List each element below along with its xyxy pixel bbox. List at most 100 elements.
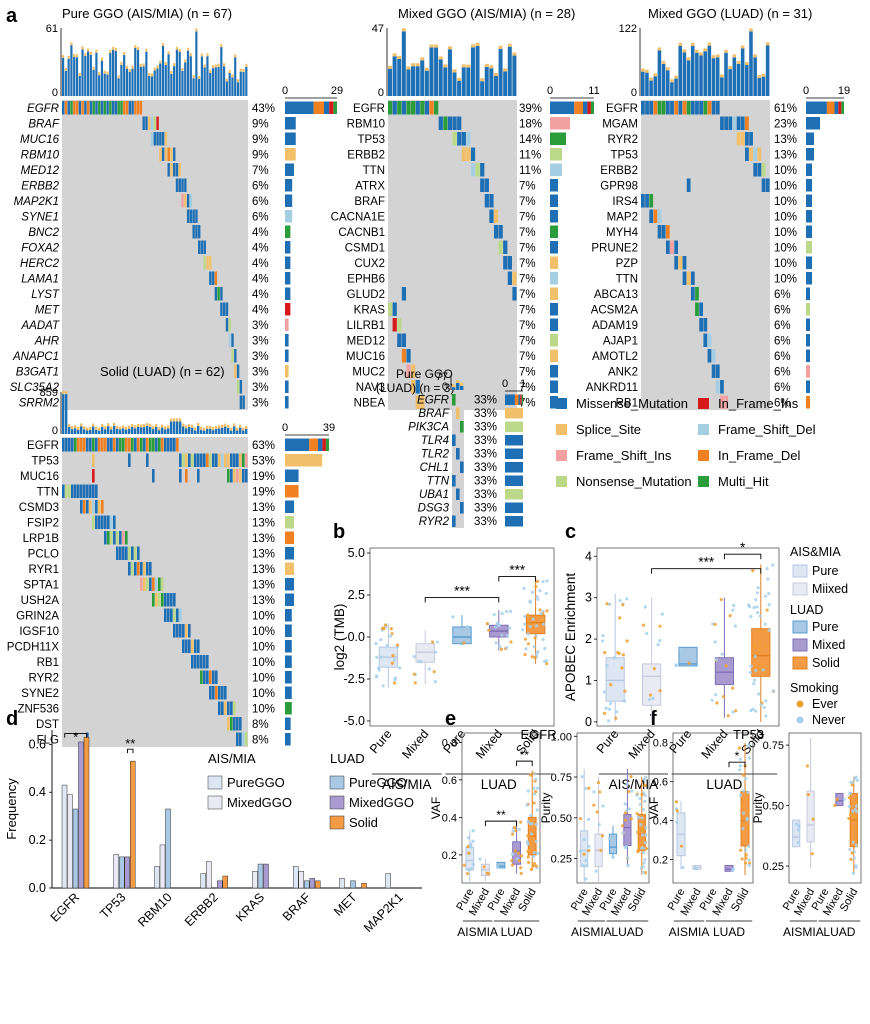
mutation-cell <box>77 484 80 498</box>
tmb-bar <box>720 77 724 96</box>
tmb-bar-top <box>397 55 402 59</box>
data-point <box>658 624 662 628</box>
data-point <box>601 634 605 638</box>
y-axis-label: Purity <box>539 793 553 824</box>
gene-pct: 13% <box>252 518 275 530</box>
mutation-cell <box>155 593 158 607</box>
tmb-bar <box>707 45 712 96</box>
gene-label: NAV3 <box>356 382 385 394</box>
data-point <box>601 804 605 808</box>
tmb-bar <box>161 427 164 434</box>
plot-frame <box>672 732 754 884</box>
gene-label: EPHB6 <box>347 274 385 286</box>
tmb-bar <box>239 71 242 96</box>
count-bar <box>285 365 289 378</box>
data-point <box>584 864 589 868</box>
data-point <box>628 807 632 811</box>
mutation-cell <box>212 670 215 684</box>
mutation-cell <box>182 624 185 638</box>
data-point <box>534 790 538 794</box>
data-point <box>433 680 437 684</box>
gene-pct: 7% <box>519 382 536 394</box>
tmb-bar <box>86 51 90 96</box>
mutation-legend: Missense_Mutation In_Frame_InsSplice_Site… <box>556 396 816 489</box>
tmb-bar <box>188 426 191 434</box>
data-point <box>526 849 530 853</box>
data-point <box>534 624 539 628</box>
tmb-bar-top <box>123 52 126 56</box>
tmb-bar <box>137 426 140 434</box>
sig-label: *** <box>454 584 471 599</box>
mutation-cell <box>736 116 741 130</box>
mutation-cell <box>227 453 230 467</box>
gene-label: BRAF <box>418 408 450 420</box>
data-point <box>519 866 523 870</box>
gene-pct: 6% <box>774 320 791 332</box>
data-point <box>381 626 385 630</box>
tmb-bar-top <box>443 64 448 68</box>
legend-swatch <box>207 795 223 810</box>
mutation-cell <box>236 732 239 746</box>
tmb-bar <box>125 429 128 434</box>
data-point <box>524 647 528 651</box>
tmb-bar-top <box>78 72 81 76</box>
mutation-cell <box>231 333 234 347</box>
tmb-bar-top <box>456 380 460 383</box>
mutation-cell <box>206 655 209 669</box>
vaf-purity-plots: 0.80.60.40.2VAFPureMixedPureMixedSolidAI… <box>429 727 862 939</box>
mutation-cell <box>107 438 110 452</box>
mutation-cell <box>480 163 485 177</box>
data-point <box>651 696 655 701</box>
mutation-cell <box>732 116 737 130</box>
count-bar <box>550 163 562 176</box>
tmb-bar <box>64 70 67 96</box>
data-point <box>764 699 768 703</box>
mutation-cell <box>152 577 155 591</box>
tmb-bar-top <box>665 67 670 71</box>
gene-pct: 33% <box>474 395 497 407</box>
mutation-cell <box>149 438 152 452</box>
mutation-cell <box>146 562 149 576</box>
tmb-bar-top <box>641 68 645 72</box>
gene-label: GLUD2 <box>347 289 385 301</box>
data-point <box>637 844 642 848</box>
data-point <box>732 603 736 608</box>
mutation-cell <box>167 593 170 607</box>
data-point <box>636 830 640 834</box>
mutation-cell <box>695 287 699 301</box>
mutation-cell <box>484 178 489 192</box>
data-point <box>544 659 549 663</box>
mutation-cell <box>128 562 131 576</box>
gene-pct: 11% <box>519 165 541 177</box>
tmb-bar <box>724 52 728 96</box>
tmb-bar-top <box>104 426 107 430</box>
data-point <box>435 640 439 644</box>
gene-label: MAP2K1 <box>14 196 59 208</box>
mutation-cell <box>720 395 724 409</box>
mutation-cell <box>67 101 70 115</box>
mutation-cell <box>736 132 741 146</box>
data-point <box>511 829 515 833</box>
mutation-cell <box>92 500 95 514</box>
tmb-bar <box>225 81 228 96</box>
gene-pct: 6% <box>774 367 791 379</box>
mutation-cell <box>203 453 206 467</box>
mutation-cell <box>95 484 98 498</box>
data-point <box>582 852 586 856</box>
data-point <box>767 628 771 632</box>
data-point <box>762 705 766 710</box>
data-point <box>536 579 540 584</box>
y-tick-label: 0.75 <box>763 740 784 752</box>
tmb-bar <box>761 76 766 96</box>
bar <box>154 866 160 889</box>
y-tick-label: 2.5 <box>348 588 365 602</box>
data-point <box>733 624 737 628</box>
gene-label: SYNE2 <box>21 688 59 700</box>
mutation-cell <box>116 438 119 452</box>
gene-label: CACNB1 <box>338 227 385 239</box>
mutation-cell <box>181 178 184 192</box>
gene-pct: 6% <box>252 196 269 208</box>
tmb-bar-top <box>116 425 119 429</box>
mutation-cell <box>224 701 227 715</box>
plot-frame <box>576 732 650 884</box>
